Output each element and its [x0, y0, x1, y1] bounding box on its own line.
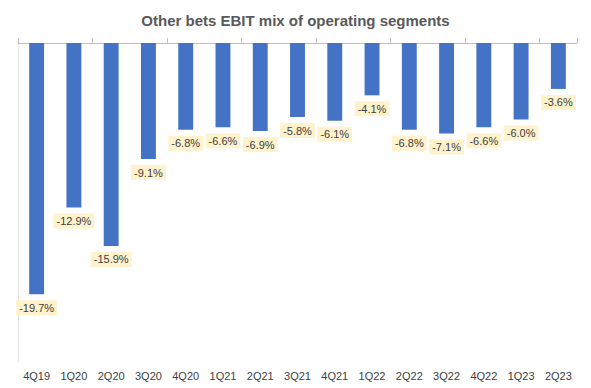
- svg-text:-15.9%: -15.9%: [94, 253, 129, 265]
- svg-text:1Q23: 1Q23: [508, 370, 535, 382]
- svg-text:1Q21: 1Q21: [210, 370, 237, 382]
- svg-text:4Q22: 4Q22: [470, 370, 497, 382]
- svg-text:-6.8%: -6.8%: [395, 137, 424, 149]
- svg-text:-4.1%: -4.1%: [358, 103, 387, 115]
- svg-text:3Q20: 3Q20: [135, 370, 162, 382]
- svg-text:3Q21: 3Q21: [284, 370, 311, 382]
- svg-text:2Q22: 2Q22: [396, 370, 423, 382]
- svg-text:-6.1%: -6.1%: [320, 128, 349, 140]
- svg-text:4Q21: 4Q21: [321, 370, 348, 382]
- svg-text:-3.6%: -3.6%: [544, 96, 573, 108]
- svg-text:1Q20: 1Q20: [60, 370, 87, 382]
- svg-text:2Q20: 2Q20: [98, 370, 125, 382]
- svg-text:2Q23: 2Q23: [545, 370, 572, 382]
- svg-text:-6.8%: -6.8%: [171, 137, 200, 149]
- svg-text:3Q22: 3Q22: [433, 370, 460, 382]
- svg-text:-5.8%: -5.8%: [283, 125, 312, 137]
- svg-text:1Q22: 1Q22: [359, 370, 386, 382]
- svg-text:-12.9%: -12.9%: [56, 215, 91, 227]
- svg-text:4Q20: 4Q20: [172, 370, 199, 382]
- svg-text:-9.1%: -9.1%: [134, 167, 163, 179]
- svg-text:2Q21: 2Q21: [247, 370, 274, 382]
- svg-text:-6.6%: -6.6%: [469, 135, 498, 147]
- svg-text:4Q19: 4Q19: [23, 370, 50, 382]
- svg-text:-6.0%: -6.0%: [507, 127, 536, 139]
- svg-text:-7.1%: -7.1%: [432, 141, 461, 153]
- svg-text:-6.9%: -6.9%: [246, 139, 275, 151]
- svg-text:Other bets EBIT mix of operati: Other bets EBIT mix of operating segment…: [141, 12, 449, 29]
- svg-text:-6.6%: -6.6%: [209, 135, 238, 147]
- svg-text:-19.7%: -19.7%: [19, 302, 54, 314]
